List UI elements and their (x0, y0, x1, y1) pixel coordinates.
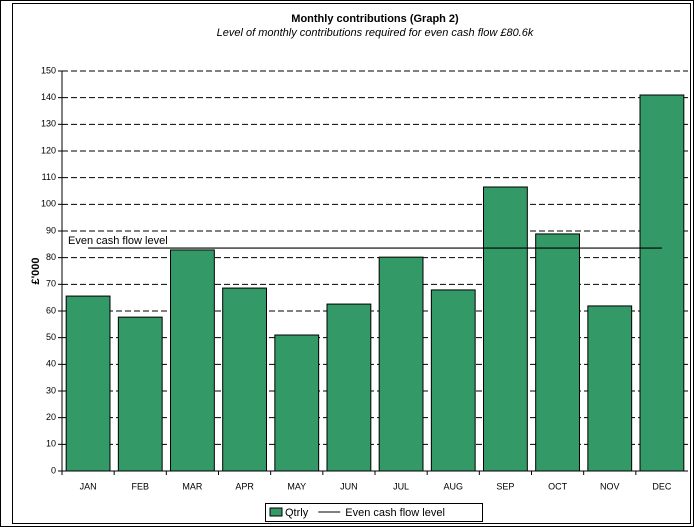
x-tick-label: MAY (287, 481, 306, 491)
y-tick-label: 120 (41, 145, 56, 155)
x-tick-label: JAN (80, 481, 97, 491)
annotation: Even cash flow level (68, 235, 168, 247)
bar (535, 233, 580, 472)
x-tick-label: SEP (496, 481, 514, 491)
y-tick-label: 140 (41, 92, 56, 102)
x-tick-label: JUN (340, 481, 358, 491)
bar (326, 303, 372, 472)
y-tick-label: 40 (46, 359, 56, 369)
bar (639, 94, 685, 472)
y-tick-label: 150 (41, 65, 56, 75)
legend-box (265, 503, 483, 522)
y-tick-label: 100 (41, 199, 56, 209)
bar (170, 249, 215, 472)
y-tick-label: 80 (46, 252, 56, 262)
y-tick-label: 30 (46, 385, 56, 395)
bar (274, 334, 320, 472)
x-tick-label: APR (235, 481, 254, 491)
x-tick-label: OCT (548, 481, 568, 491)
bar (483, 186, 528, 472)
bar (65, 295, 111, 472)
x-tick-label: DEC (652, 481, 672, 491)
y-tick-label: 20 (46, 412, 56, 422)
bar (222, 287, 267, 472)
y-tick-label: 50 (46, 332, 56, 342)
bar (378, 256, 424, 472)
y-tick-label: 70 (46, 279, 56, 289)
x-tick-label: NOV (600, 481, 620, 491)
legend-label: Qtrly (285, 507, 309, 519)
x-tick-label: AUG (443, 481, 463, 491)
bar (117, 316, 163, 472)
legend-label: Even cash flow level (345, 507, 445, 519)
x-tick-label: MAR (182, 481, 203, 491)
legend-swatch (269, 507, 283, 517)
y-tick-label: 60 (46, 305, 56, 315)
y-tick-label: 0 (51, 465, 56, 475)
chart-subtitle: Level of monthly contributions required … (217, 27, 534, 39)
bar (587, 305, 633, 472)
chart-title: Monthly contributions (Graph 2) (291, 13, 459, 25)
y-tick-label: 10 (46, 439, 56, 449)
x-tick-label: JUL (393, 481, 409, 491)
bar (430, 289, 476, 472)
x-tick-label: FEB (131, 481, 149, 491)
y-tick-label: 110 (42, 172, 56, 182)
y-tick-label: 130 (41, 119, 56, 129)
y-axis-label: £'000 (30, 257, 42, 284)
y-tick-label: 90 (46, 225, 56, 235)
